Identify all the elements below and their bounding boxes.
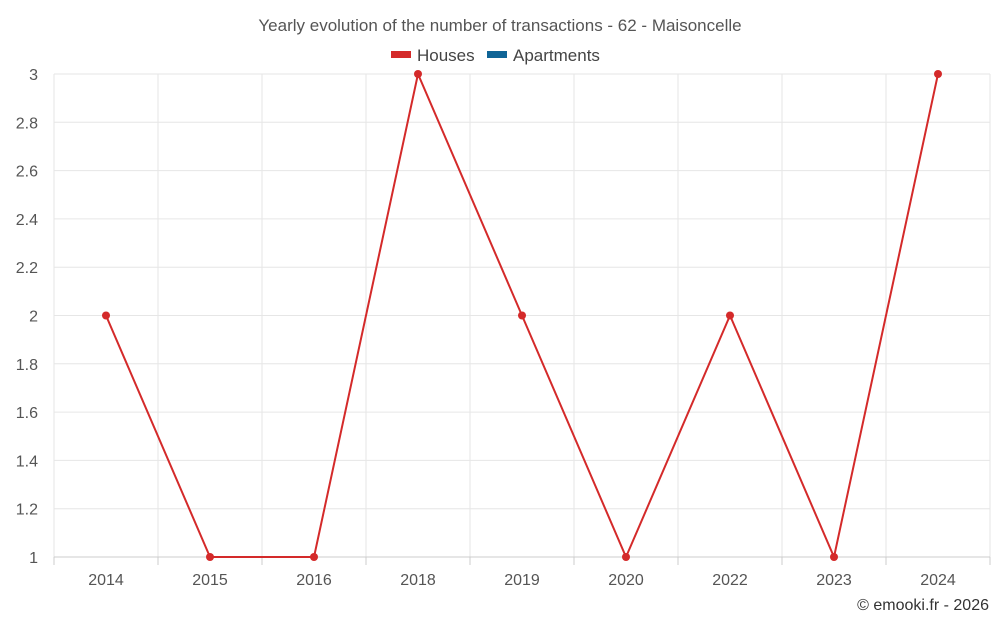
houses-data-point[interactable] xyxy=(414,70,422,78)
houses-data-point[interactable] xyxy=(830,553,838,561)
y-tick-label: 1.6 xyxy=(16,405,38,422)
y-tick-label: 2 xyxy=(29,309,38,326)
houses-data-point[interactable] xyxy=(622,553,630,561)
y-tick-label: 2.4 xyxy=(16,212,38,229)
series-houses xyxy=(102,70,942,561)
houses-data-point[interactable] xyxy=(102,311,110,320)
x-axis-ticks: 2014 2015 2016 2018 2019 2020 2022 2023 2024 xyxy=(88,572,956,589)
x-tick-label: 2015 xyxy=(192,572,228,589)
x-tick-label: 2019 xyxy=(504,572,540,589)
credit-text: © emooki.fr - 2026 xyxy=(857,597,989,614)
houses-data-point[interactable] xyxy=(518,311,526,320)
x-tick-label: 2022 xyxy=(712,572,748,589)
y-axis-ticks: 1 1.2 1.4 1.6 1.8 2 2.2 2.4 2.6 2.8 3 xyxy=(16,67,38,567)
x-tick-label: 2024 xyxy=(920,572,956,589)
x-tick-label: 2023 xyxy=(816,572,852,589)
houses-data-point[interactable] xyxy=(934,70,942,78)
x-tick-label: 2018 xyxy=(400,572,436,589)
y-tick-label: 1.4 xyxy=(16,453,38,470)
axes xyxy=(53,556,991,565)
x-tick-label: 2020 xyxy=(608,572,644,589)
y-tick-label: 1 xyxy=(29,550,38,567)
y-tick-label: 2.6 xyxy=(16,164,38,181)
houses-data-point[interactable] xyxy=(310,553,318,561)
legend-swatch-houses xyxy=(391,51,411,58)
legend-swatch-apartments xyxy=(487,51,507,58)
y-tick-label: 1.8 xyxy=(16,357,38,374)
legend-label-houses: Houses xyxy=(417,46,475,65)
x-tick-label: 2014 xyxy=(88,572,124,589)
legend: Houses Apartments xyxy=(391,46,600,65)
legend-item-houses[interactable]: Houses xyxy=(391,46,475,65)
legend-label-apartments: Apartments xyxy=(513,46,600,65)
legend-item-apartments[interactable]: Apartments xyxy=(487,46,600,65)
y-tick-label: 3 xyxy=(29,67,38,84)
houses-data-point[interactable] xyxy=(726,311,734,320)
chart-title: Yearly evolution of the number of transa… xyxy=(258,16,741,35)
y-tick-label: 2.8 xyxy=(16,115,38,132)
y-tick-label: 1.2 xyxy=(16,502,38,519)
houses-data-point[interactable] xyxy=(206,553,214,561)
x-tick-label: 2016 xyxy=(296,572,332,589)
y-tick-label: 2.2 xyxy=(16,260,38,277)
